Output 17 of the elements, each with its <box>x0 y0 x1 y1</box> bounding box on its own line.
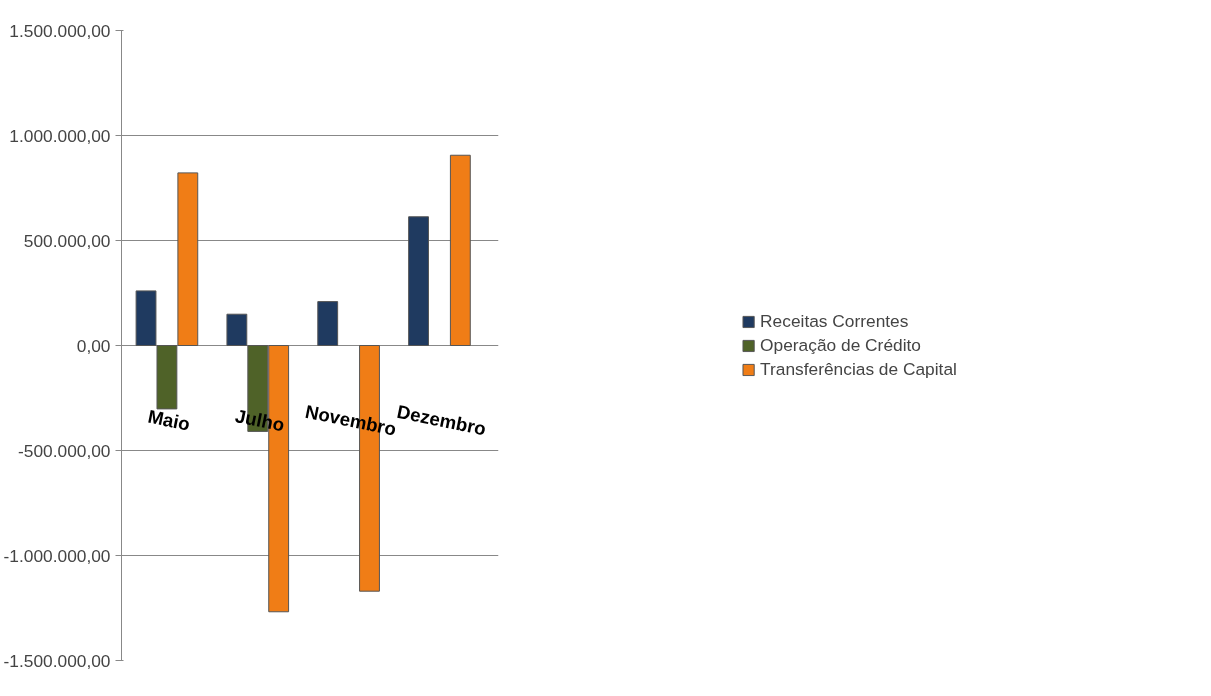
legend-label: Transferências de Capital <box>760 358 957 380</box>
bar <box>449 154 471 346</box>
y-tick-label: -1.500.000,00 <box>3 650 111 671</box>
x-tick-label: Novembro <box>303 400 398 440</box>
y-tick-label: 0,00 <box>76 335 111 356</box>
legend-label: Receitas Correntes <box>760 310 909 332</box>
y-tick-label: -500.000,00 <box>18 440 111 461</box>
x-tick-label: Dezembro <box>395 400 488 440</box>
x-tick-label: Julho <box>233 404 287 436</box>
x-tick-label: Maio <box>146 405 192 435</box>
y-tick-label: 1.500.000,00 <box>9 20 111 41</box>
y-tick-label: 1.000.000,00 <box>9 125 111 146</box>
bar <box>317 301 339 346</box>
bar <box>408 216 429 346</box>
y-tick-label: -1.000.000,00 <box>3 545 111 566</box>
legend-label: Operação de Crédito <box>760 334 921 356</box>
y-tick-label: 500.000,00 <box>23 230 111 251</box>
